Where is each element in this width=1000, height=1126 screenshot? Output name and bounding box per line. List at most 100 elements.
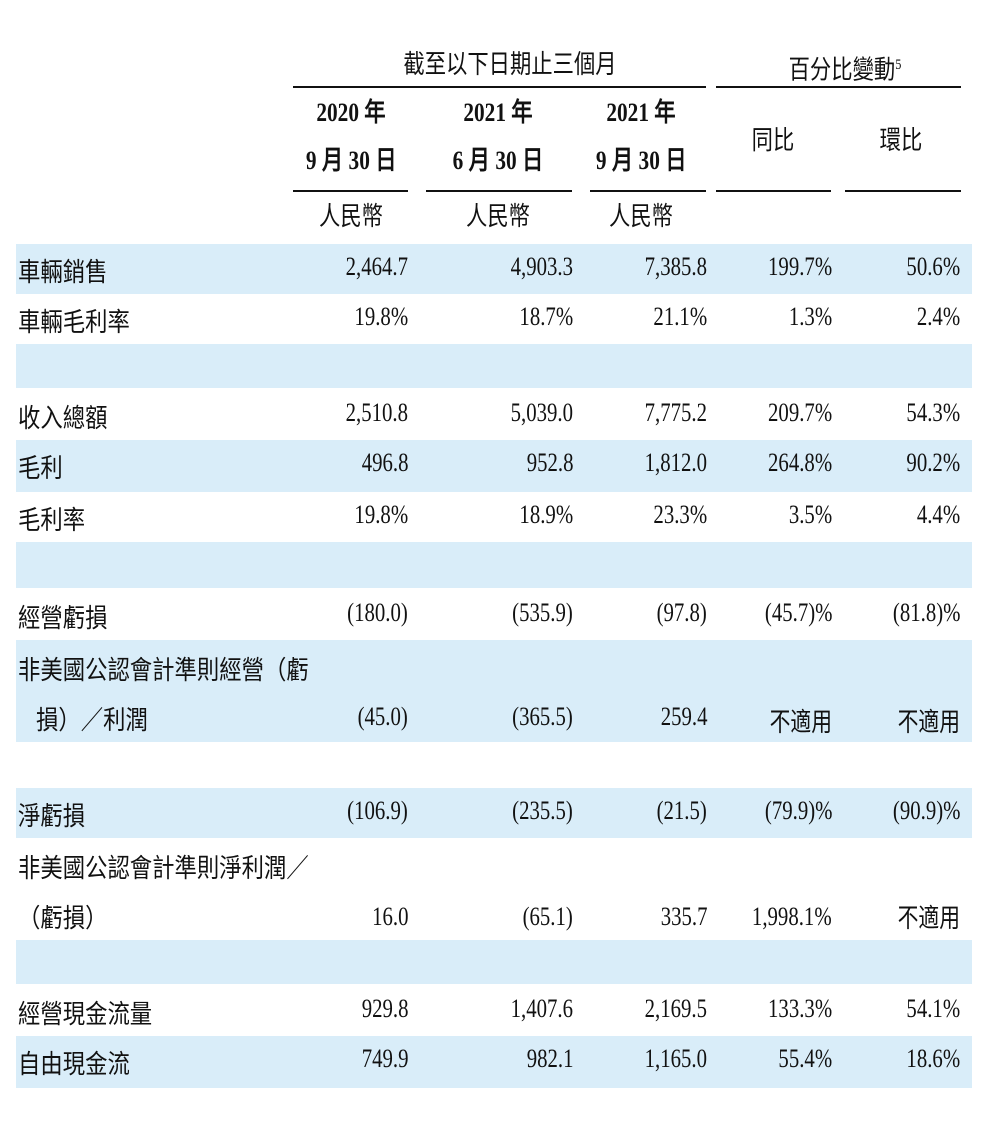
value-cell: (79.9)%	[764, 796, 832, 825]
table-row: 經營現金流量 929.8 1,407.6 2,169.5 133.3% 54.1…	[16, 988, 972, 1036]
period-group-rule	[293, 86, 706, 88]
yoy-rule	[716, 190, 831, 192]
col3-currency: 人民幣	[609, 202, 673, 231]
value-cell: (65.1)	[522, 902, 573, 931]
value-cell: 1,407.6	[510, 994, 573, 1023]
value-cell: 19.8%	[354, 500, 408, 529]
value-cell: (235.5)	[512, 796, 573, 825]
value-cell: 1,812.0	[644, 448, 707, 477]
change-group-label: 百分比變動	[788, 55, 896, 85]
table-row: 毛利 496.8 952.8 1,812.0 264.8% 90.2%	[16, 440, 972, 492]
qoq-header: 環比	[879, 126, 923, 155]
value-cell: 1,998.1%	[752, 902, 832, 931]
spacer-row	[16, 344, 972, 388]
row-label-line1: 非美國公認會計準則經營（虧	[18, 656, 309, 685]
row-label-line1: 非美國公認會計準則淨利潤／	[18, 854, 309, 883]
row-label-line2: 損）／利潤	[36, 706, 148, 735]
table-row: 非美國公認會計準則經營（虧 損）／利潤 (45.0) (365.5) 259.4…	[16, 640, 972, 742]
value-cell: 1,165.0	[644, 1044, 707, 1073]
value-cell: 929.8	[361, 994, 408, 1023]
value-cell: 18.7%	[519, 302, 573, 331]
col1-rule	[293, 190, 408, 192]
value-cell: 50.6%	[906, 252, 960, 281]
value-cell: (180.0)	[347, 598, 408, 627]
value-cell: (21.5)	[656, 796, 707, 825]
value-cell: 335.7	[660, 902, 707, 931]
value-cell: 7,385.8	[644, 252, 707, 281]
row-label: 毛利	[18, 454, 63, 483]
value-cell: 不適用	[897, 904, 960, 933]
value-cell: 21.1%	[653, 302, 707, 331]
value-cell: 749.9	[361, 1044, 408, 1073]
value-cell: 199.7%	[767, 252, 832, 281]
value-cell: 496.8	[361, 448, 408, 477]
value-cell: 133.3%	[767, 994, 832, 1023]
row-label: 毛利率	[18, 506, 86, 535]
value-cell: 23.3%	[653, 500, 707, 529]
value-cell: 90.2%	[906, 448, 960, 477]
value-cell: (45.7)%	[764, 598, 832, 627]
qoq-rule	[845, 190, 961, 192]
value-cell: 259.4	[660, 702, 707, 731]
value-cell: (45.0)	[357, 702, 408, 731]
value-cell: 982.1	[526, 1044, 573, 1073]
col2-currency: 人民幣	[466, 202, 530, 231]
table-row: 車輛毛利率 19.8% 18.7% 21.1% 1.3% 2.4%	[16, 294, 972, 344]
value-cell: 2,510.8	[345, 398, 408, 427]
value-cell: 4.4%	[916, 500, 960, 529]
col2-rule	[426, 190, 572, 192]
col2-date: 6 月 30 日	[452, 146, 544, 175]
value-cell: (81.8)%	[892, 598, 960, 627]
change-group-rule	[716, 86, 961, 88]
col1-date: 9 月 30 日	[305, 146, 397, 175]
row-label: 經營虧損	[18, 604, 108, 633]
value-cell: 3.5%	[788, 500, 832, 529]
value-cell: 2,464.7	[345, 252, 408, 281]
row-label: 車輛銷售	[18, 258, 108, 287]
value-cell: 209.7%	[767, 398, 832, 427]
col3-rule	[590, 190, 706, 192]
table-row: 毛利率 19.8% 18.9% 23.3% 3.5% 4.4%	[16, 492, 972, 542]
value-cell: 16.0	[371, 902, 408, 931]
col1-year: 2020 年	[316, 98, 386, 127]
table-row: 經營虧損 (180.0) (535.9) (97.8) (45.7)% (81.…	[16, 590, 972, 640]
row-label: 自由現金流	[18, 1050, 130, 1079]
value-cell: 1.3%	[788, 302, 832, 331]
value-cell: 18.9%	[519, 500, 573, 529]
value-cell: (106.9)	[347, 796, 408, 825]
col2-year: 2021 年	[463, 98, 533, 127]
table-row: 自由現金流 749.9 982.1 1,165.0 55.4% 18.6%	[16, 1036, 972, 1088]
table-row: 淨虧損 (106.9) (235.5) (21.5) (79.9)% (90.9…	[16, 788, 972, 838]
period-group-header: 截至以下日期止三個月	[403, 50, 617, 79]
col1-currency: 人民幣	[319, 202, 383, 231]
value-cell: 18.6%	[906, 1044, 960, 1073]
spacer-row	[16, 542, 972, 588]
spacer-row	[16, 940, 972, 984]
value-cell: (97.8)	[656, 598, 707, 627]
change-footnote-marker: 5	[895, 57, 902, 73]
row-label: 淨虧損	[18, 802, 86, 831]
value-cell: 4,903.3	[510, 252, 573, 281]
value-cell: 952.8	[526, 448, 573, 477]
value-cell: 2,169.5	[644, 994, 707, 1023]
table-row: 收入總額 2,510.8 5,039.0 7,775.2 209.7% 54.3…	[16, 392, 972, 440]
table-row: 非美國公認會計準則淨利潤／ （虧損） 16.0 (65.1) 335.7 1,9…	[16, 838, 972, 940]
value-cell: 5,039.0	[510, 398, 573, 427]
value-cell: (535.9)	[512, 598, 573, 627]
value-cell: 54.1%	[906, 994, 960, 1023]
value-cell: 7,775.2	[644, 398, 707, 427]
col3-year: 2021 年	[606, 98, 676, 127]
row-label: 車輛毛利率	[18, 308, 130, 337]
value-cell: 264.8%	[767, 448, 832, 477]
table-row: 車輛銷售 2,464.7 4,903.3 7,385.8 199.7% 50.6…	[16, 244, 972, 294]
value-cell: 2.4%	[916, 302, 960, 331]
row-label-line2: （虧損）	[18, 904, 108, 933]
value-cell: 54.3%	[906, 398, 960, 427]
change-group-header: 百分比變動5	[759, 48, 931, 88]
row-label: 收入總額	[18, 404, 108, 433]
yoy-header: 同比	[751, 126, 795, 155]
value-cell: 19.8%	[354, 302, 408, 331]
row-label: 經營現金流量	[18, 1000, 153, 1029]
value-cell: (365.5)	[512, 702, 573, 731]
